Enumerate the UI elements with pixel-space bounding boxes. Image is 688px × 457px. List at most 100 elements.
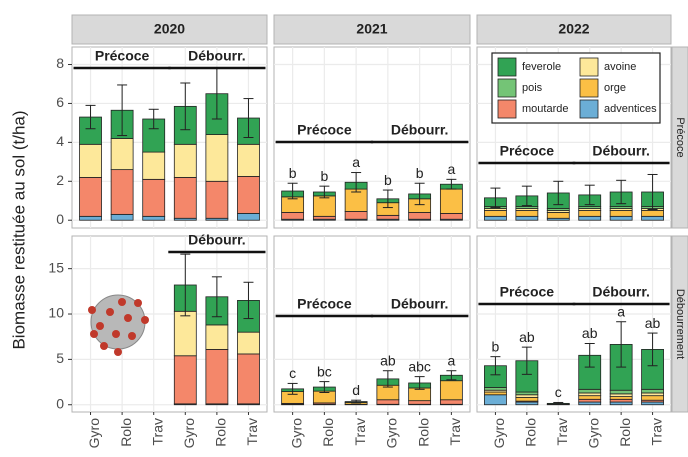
legend-swatch [579, 57, 599, 77]
bar-segment [641, 215, 664, 221]
bar-segment [408, 212, 432, 220]
bar-segment [205, 324, 229, 350]
legend-swatch [497, 99, 517, 119]
bar-segment [641, 401, 664, 406]
bar-segment [578, 215, 602, 221]
bar-segment [79, 176, 102, 217]
x-tick-label: Gyro [288, 418, 304, 449]
bar-segment [439, 399, 463, 405]
bar-segment [237, 213, 260, 221]
legend-label: pois [522, 82, 543, 94]
panel-background [273, 235, 471, 413]
y-tick-label: 4 [56, 133, 64, 149]
bar-segment [237, 176, 260, 214]
y-axis-label: Biomasse restituée au sol (t/ha) [9, 110, 28, 349]
x-tick-label: Rolo [320, 418, 336, 447]
significance-letter: b [384, 172, 392, 188]
bar-segment [79, 143, 102, 178]
bar-segment [515, 397, 539, 402]
row-strip-label: Précoce [674, 117, 686, 157]
bar-segment [173, 176, 197, 219]
group-label: Précoce [500, 143, 555, 159]
y-tick-label: 6 [56, 94, 64, 110]
row-strip [671, 235, 688, 413]
group-label: Débourr. [592, 284, 650, 300]
panel-background [273, 46, 471, 229]
significance-letter: a [447, 161, 455, 177]
bar-segment [515, 210, 539, 217]
group-label: Débourr. [391, 296, 449, 312]
bar-segment [515, 391, 539, 396]
bar-segment [546, 212, 570, 219]
bar-segment [142, 178, 166, 217]
group-label: Débourr. [592, 143, 650, 159]
group-label: Précoce [297, 296, 352, 312]
panel: c bc d ab abc a Précoce Débourr. [273, 235, 471, 413]
bar-segment [609, 389, 633, 395]
group-label: Précoce [500, 284, 555, 300]
bar-segment [142, 151, 166, 180]
bar-segment [237, 143, 260, 177]
bar-segment [484, 394, 507, 406]
bar-segment [578, 388, 602, 394]
x-tick-label: Gyro [86, 418, 102, 449]
row-strip-label: Débourrement [674, 289, 686, 359]
significance-letter: bc [317, 363, 332, 379]
strip-label: 2022 [558, 21, 589, 37]
bar-segment [515, 215, 539, 221]
group-label: Débourr. [188, 232, 246, 248]
legend-swatch [497, 57, 517, 77]
bar-segment [609, 215, 633, 221]
panel: Précoce Débourr. [71, 46, 268, 229]
panel-background [71, 46, 268, 229]
bar-segment [484, 391, 507, 396]
bar-segment [408, 400, 432, 405]
bar-segment [484, 215, 507, 221]
bar-segment [281, 212, 305, 220]
group-label: Débourr. [188, 48, 246, 64]
row-strip [671, 46, 688, 229]
bar-segment [173, 143, 197, 178]
bar-segment [578, 210, 602, 217]
significance-letter: a [447, 352, 455, 368]
y-tick-label: 2 [56, 172, 64, 188]
y-tick-label: 8 [56, 55, 64, 71]
bar-segment [312, 195, 336, 217]
legend-label: avoine [604, 61, 636, 73]
y-tick-label: 0 [56, 395, 64, 411]
bar-segment [205, 180, 229, 219]
bar-segment [205, 349, 229, 405]
bar-segment [609, 210, 633, 217]
bar-segment [641, 392, 664, 397]
significance-letter: ab [380, 352, 396, 368]
x-tick-label: Rolo [415, 418, 431, 447]
significance-letter: abc [408, 358, 431, 374]
bar-segment [609, 398, 633, 403]
panel-background [476, 235, 672, 413]
strip [273, 14, 471, 45]
bar-segment [237, 331, 260, 355]
legend-swatch [579, 78, 599, 98]
bar-segment [484, 210, 507, 217]
group-label: Précoce [95, 48, 150, 64]
significance-letter: c [289, 365, 296, 381]
x-tick-label: Gyro [181, 418, 197, 449]
significance-letter: c [555, 384, 562, 400]
bar-segment [515, 394, 539, 398]
x-tick-label: Trav [648, 418, 664, 445]
panel: b ab c ab a ab Précoce Débourr. [476, 235, 672, 413]
legend-swatch [579, 99, 599, 119]
bar-segment [515, 401, 539, 406]
y-tick-label: 10 [48, 305, 64, 321]
bar-segment [578, 395, 602, 400]
bar-segment [110, 213, 134, 221]
x-tick-label: Trav [244, 418, 260, 445]
bar-segment [578, 392, 602, 397]
legend-label: orge [604, 82, 626, 94]
y-tick-label: 15 [48, 259, 64, 275]
x-tick-label: Trav [554, 418, 570, 445]
bar-segment [344, 211, 368, 220]
bar-segment [439, 380, 463, 401]
strip-label: 2021 [356, 21, 387, 37]
